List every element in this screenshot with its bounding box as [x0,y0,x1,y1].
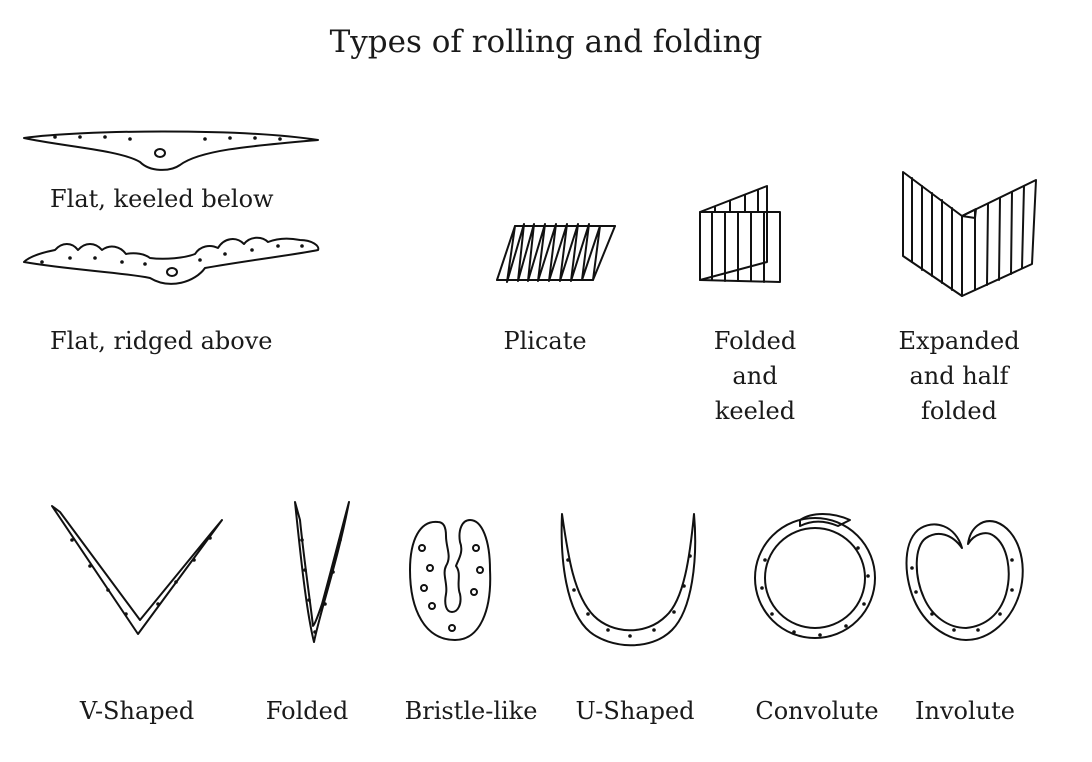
u-shaped-figure [562,514,696,645]
label-bristle-like: Bristle-like [398,694,544,729]
label-involute: Involute [900,694,1030,729]
folded-figure [295,502,349,642]
label-u-shaped: U-Shaped [560,694,710,729]
label-folded: Folded [252,694,362,729]
label-line: and [690,359,820,394]
v-shaped-figure [52,506,222,634]
label-folded-and-keeled: Folded and keeled [690,324,820,429]
involute-figure [907,521,1023,640]
flat-keeled-below-figure [24,132,318,170]
label-line: Folded [690,324,820,359]
label-expanded-and-half-folded: Expanded and half folded [884,324,1034,429]
label-flat-ridged-above: Flat, ridged above [50,324,273,359]
label-v-shaped: V-Shaped [62,694,212,729]
label-convolute: Convolute [732,694,902,729]
folded-keeled-figure [700,186,780,282]
convolute-figure [755,514,875,638]
label-flat-keeled-below: Flat, keeled below [50,182,274,217]
expanded-half-folded-figure [903,172,1036,296]
bristle-like-figure [410,520,490,640]
label-line: Expanded [884,324,1034,359]
label-line: folded [884,394,1034,429]
plicate-figure [497,224,615,282]
label-line: keeled [690,394,820,429]
label-plicate: Plicate [490,324,600,359]
flat-ridged-above-figure [24,238,318,284]
label-line: and half [884,359,1034,394]
